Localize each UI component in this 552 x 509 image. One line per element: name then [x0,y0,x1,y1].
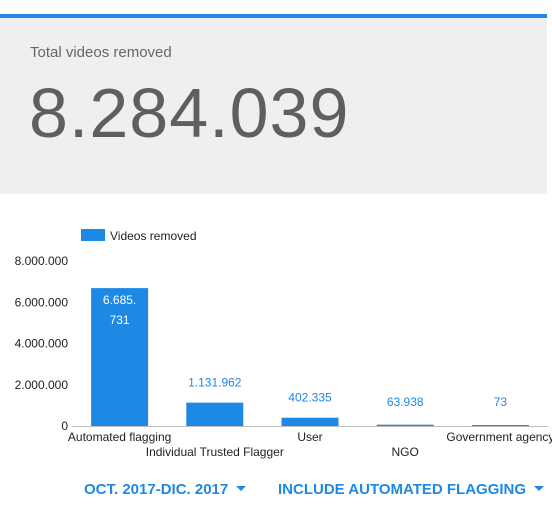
x-category-label: Individual Trusted Flagger [146,445,284,459]
y-tick-label: 6.000.000 [15,295,69,309]
x-category-label: Automated flagging [68,430,171,444]
y-tick-label: 2.000.000 [15,378,69,392]
period-filter-dropdown[interactable]: OCT. 2017-DIC. 2017 [84,481,247,498]
legend-label: Videos removed [110,229,197,243]
bar-value-label: 402.335 [288,391,332,405]
bar [91,288,149,426]
flagging-filter-label: INCLUDE AUTOMATED FLAGGING [278,481,527,498]
x-category-label: Government agency [446,430,552,444]
bar-value-label: 1.131.962 [188,376,242,390]
y-tick-label: 4.000.000 [15,337,69,351]
bar [281,417,339,426]
bar-value-label: 63.938 [387,395,424,409]
period-filter-label: OCT. 2017-DIC. 2017 [84,481,229,498]
filter-bar: OCT. 2017-DIC. 2017 INCLUDE AUTOMATED FL… [0,481,552,503]
chevron-down-icon [236,485,247,491]
bar [376,424,434,426]
flagging-filter-dropdown[interactable]: INCLUDE AUTOMATED FLAGGING [278,481,545,498]
videos-removed-chart: Videos removed 0 2.000.000 4.000.000 6.000.0… [15,229,552,459]
bar [186,402,244,426]
legend-swatch [81,229,105,241]
total-videos-card: Total videos removed 8.284.039 [0,14,547,194]
chevron-down-icon [534,485,545,491]
bar-value-label: 6.685. [103,293,136,307]
bar-value-label: 731 [110,313,130,327]
y-tick-label: 8.000.000 [15,254,69,268]
x-category-label: NGO [392,445,419,459]
total-videos-value: 8.284.039 [29,74,350,152]
bar-value-label: 73 [494,395,508,409]
total-videos-label: Total videos removed [30,44,172,61]
x-category-label: User [297,430,322,444]
bar [471,425,529,426]
y-tick-label: 0 [61,419,68,433]
